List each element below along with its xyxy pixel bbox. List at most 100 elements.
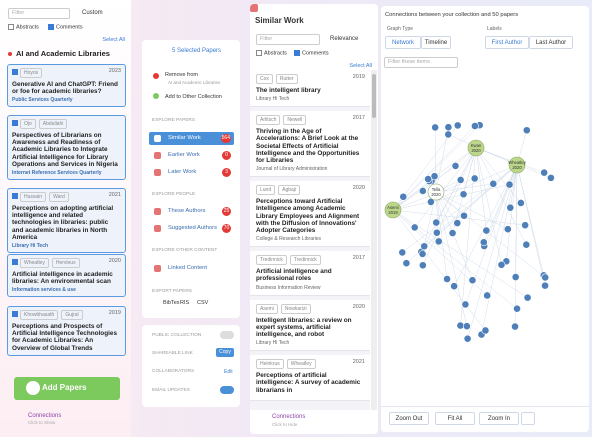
copy-button[interactable]: Copy	[216, 348, 234, 357]
nav-row[interactable]: Suggested Authors 70	[149, 222, 234, 235]
year: 2020	[352, 185, 365, 192]
connections[interactable]: Connections	[272, 414, 306, 420]
nav-icon	[154, 208, 161, 215]
nav-label: Suggested Authors	[168, 225, 217, 231]
edit-link[interactable]: Edit	[224, 369, 233, 375]
venue: Business Information Review	[256, 284, 321, 291]
node	[470, 174, 479, 183]
node	[399, 192, 408, 201]
section: EXPLORE PAPERS	[152, 118, 196, 123]
paper-card[interactable]: Ojo Abdullahi Perspectives of Librarians o…	[7, 115, 126, 181]
timeline-btn[interactable]: Timeline	[421, 36, 451, 49]
paper-card[interactable]: Hoyos 2023 Generative AI and ChatGPT: Frie…	[7, 64, 126, 108]
paper-title: Thriving in the Age of Accelerations: A …	[256, 128, 360, 165]
select-all[interactable]: Select All	[102, 37, 125, 43]
add-other[interactable]: Add to Other Collection	[165, 94, 222, 100]
node	[424, 175, 433, 183]
checkbox-row[interactable]: Abstracts	[8, 24, 39, 30]
filter-input[interactable]: Filter	[8, 8, 70, 19]
section: EXPLORE OTHER CONTENT	[152, 248, 218, 253]
node	[479, 238, 488, 247]
filter-input[interactable]: Filter these items	[384, 57, 458, 68]
last-author-btn[interactable]: Last Author	[529, 36, 573, 49]
paper-card[interactable]: Hussain Ward 2021 Perceptions on adopting a…	[7, 188, 126, 254]
nav-row[interactable]: Later Work 3	[149, 166, 234, 179]
paper-card[interactable]: Heinkrus Wheatley 2021 Perceptions of artif…	[250, 355, 370, 401]
similar-title: Similar Work	[255, 16, 304, 25]
zoom-btn[interactable]: Zoom In	[479, 412, 519, 425]
edge	[514, 164, 518, 327]
paper-card[interactable]: Cox Rutter 2019 The intelligent library Libr…	[250, 70, 370, 108]
paper-title: Artificial intelligence in academic libr…	[12, 271, 113, 286]
paper-card[interactable]: Tredinnick Tredinnick 2017 Artificial intel…	[250, 251, 370, 296]
nav-row[interactable]: Similar Work 564	[149, 132, 234, 145]
toggle[interactable]	[220, 331, 234, 339]
close-button[interactable]	[250, 4, 258, 12]
node	[444, 123, 453, 132]
paper-card[interactable]: Arlitsch Newell 2017 Thriving in the Age of…	[250, 111, 370, 178]
label: Graph Type	[387, 26, 414, 32]
paper-card[interactable]: Lund Agbaji 2020 Perceptions toward Artific…	[250, 181, 370, 248]
nav-row[interactable]: These Authors 25	[149, 205, 234, 218]
author-chip: Agbaji	[278, 185, 301, 196]
author-chip: Lund	[256, 185, 276, 196]
selected-count[interactable]: 5 Selected Papers	[172, 48, 222, 54]
card-head: Hoyos 2023	[12, 68, 121, 78]
paper-card[interactable]: Asemi Nowkarizi 2020 Intelligent libraries:…	[250, 299, 370, 352]
year: 2023	[108, 68, 121, 74]
checkbox-row[interactable]: Comments	[48, 24, 83, 30]
nav-icon	[154, 225, 161, 232]
export-format[interactable]: BibTex	[163, 300, 180, 306]
edge	[435, 191, 448, 280]
edge	[414, 147, 477, 228]
nav-row[interactable]: Earlier Work 0	[149, 149, 234, 162]
nav-icon	[154, 169, 161, 176]
checkbox-row[interactable]: Abstracts	[256, 50, 287, 56]
node	[448, 229, 457, 237]
author-chip: Tredinnick	[289, 255, 321, 266]
node	[511, 273, 520, 281]
node	[547, 173, 555, 182]
author-chip: Heinkrus	[256, 359, 284, 370]
node	[521, 221, 530, 230]
connections[interactable]: Connections	[28, 413, 62, 419]
remove[interactable]: Remove from	[165, 72, 199, 78]
paper-title: Perceptions toward Artificial Intelligen…	[256, 198, 360, 235]
count-badge: 0	[222, 151, 231, 160]
setting-label: EMAIL UPDATES	[152, 388, 190, 393]
year: 2021	[352, 359, 365, 366]
paper-card[interactable]: Wheatley Hervieux 2020 Artificial intellige…	[7, 254, 126, 298]
connections-sub: Click to Show	[28, 420, 56, 425]
network-btn[interactable]: Network	[385, 36, 421, 49]
hub-node	[508, 156, 526, 174]
filter-input[interactable]: Filter	[256, 34, 320, 45]
checkbox-label: Abstracts	[16, 24, 39, 31]
venue: Library Hi Tech	[256, 340, 290, 347]
count-badge: 3	[222, 168, 231, 177]
setting-label: COLLABORATORS	[152, 369, 195, 374]
nav-row[interactable]: Linked Content	[149, 262, 234, 275]
paper-card[interactable]: Khowbhasath Gujral 2019 Perceptions and Pro…	[7, 306, 126, 356]
first-author-btn[interactable]: First Author	[485, 36, 529, 49]
paper-title: Perceptions and Prospects of Artificial …	[12, 323, 117, 352]
node	[522, 126, 531, 135]
export-format[interactable]: CSV	[197, 300, 209, 306]
custom-tab[interactable]: Custom	[82, 10, 103, 16]
venue: Library Hi Tech	[12, 243, 49, 250]
checkbox-row[interactable]: Comments	[294, 50, 329, 56]
zoom-btn[interactable]: Zoom Out	[389, 412, 429, 425]
toggle[interactable]	[220, 386, 234, 394]
year: 2019	[352, 74, 365, 80]
zoom-btn[interactable]: Fit All	[435, 412, 475, 425]
add-papers-button[interactable]: Add Papers	[14, 377, 120, 400]
venue: Library Hi Tech	[256, 96, 290, 103]
sort[interactable]: Relevance	[330, 36, 359, 42]
node	[505, 180, 514, 189]
node	[523, 293, 532, 302]
setting-label: SHAREABLE LINK	[152, 351, 193, 356]
select-all[interactable]: Select All	[349, 63, 372, 69]
download-btn[interactable]	[521, 412, 535, 425]
author-chip: Nowkarizi	[280, 303, 311, 314]
export-format[interactable]: RIS	[180, 300, 190, 306]
